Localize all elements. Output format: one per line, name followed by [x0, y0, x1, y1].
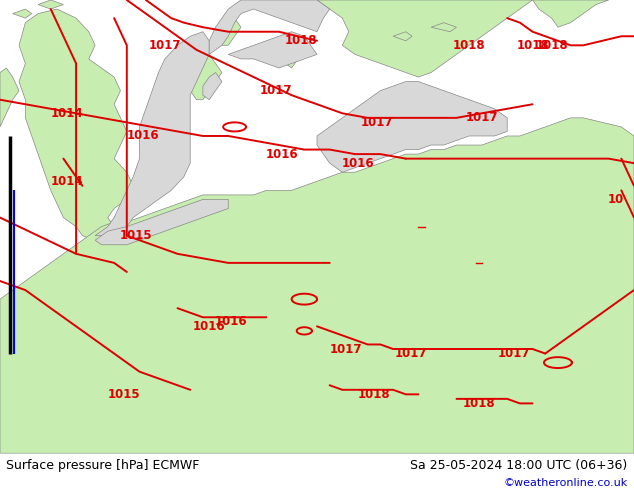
- Polygon shape: [533, 0, 609, 27]
- Text: 1016: 1016: [266, 147, 299, 161]
- Text: 1017: 1017: [465, 111, 498, 124]
- Polygon shape: [279, 54, 298, 68]
- Text: Sa 25-05-2024 18:00 UTC (06+36): Sa 25-05-2024 18:00 UTC (06+36): [410, 459, 628, 471]
- Polygon shape: [317, 0, 533, 77]
- Polygon shape: [95, 199, 228, 245]
- Polygon shape: [0, 118, 634, 453]
- Text: ©weatheronline.co.uk: ©weatheronline.co.uk: [503, 478, 628, 489]
- Text: 1017: 1017: [361, 116, 394, 129]
- Polygon shape: [0, 68, 19, 127]
- Polygon shape: [431, 23, 456, 32]
- Text: 1016: 1016: [342, 157, 375, 170]
- Polygon shape: [38, 0, 63, 9]
- Polygon shape: [95, 32, 209, 236]
- Text: 1018: 1018: [453, 39, 486, 52]
- Text: 1018: 1018: [358, 388, 391, 401]
- Text: 1014: 1014: [50, 175, 83, 188]
- Text: 1015: 1015: [107, 388, 140, 401]
- Text: 1018: 1018: [462, 397, 495, 410]
- Text: 1018: 1018: [535, 39, 568, 52]
- Polygon shape: [19, 9, 133, 240]
- Polygon shape: [266, 41, 292, 54]
- Polygon shape: [228, 32, 317, 68]
- Text: 1015: 1015: [120, 229, 153, 242]
- Text: 1016: 1016: [193, 320, 226, 333]
- Polygon shape: [190, 54, 222, 99]
- Text: 1017: 1017: [329, 343, 362, 356]
- Text: 1017: 1017: [497, 347, 530, 360]
- Text: 1018: 1018: [516, 39, 549, 52]
- Text: 1017: 1017: [148, 39, 181, 52]
- Text: 1016: 1016: [126, 129, 159, 143]
- Text: 1018: 1018: [285, 34, 318, 48]
- Polygon shape: [222, 18, 241, 46]
- Text: 1017: 1017: [394, 347, 427, 360]
- Text: 1017: 1017: [259, 84, 292, 97]
- Polygon shape: [241, 50, 260, 59]
- Polygon shape: [317, 82, 507, 172]
- Polygon shape: [209, 0, 330, 54]
- Polygon shape: [393, 32, 412, 41]
- Polygon shape: [203, 73, 222, 99]
- Text: 1016: 1016: [215, 315, 248, 328]
- Text: 1014: 1014: [50, 107, 83, 120]
- Text: 10: 10: [608, 193, 624, 206]
- Text: Surface pressure [hPa] ECMWF: Surface pressure [hPa] ECMWF: [6, 459, 200, 471]
- Polygon shape: [13, 9, 32, 18]
